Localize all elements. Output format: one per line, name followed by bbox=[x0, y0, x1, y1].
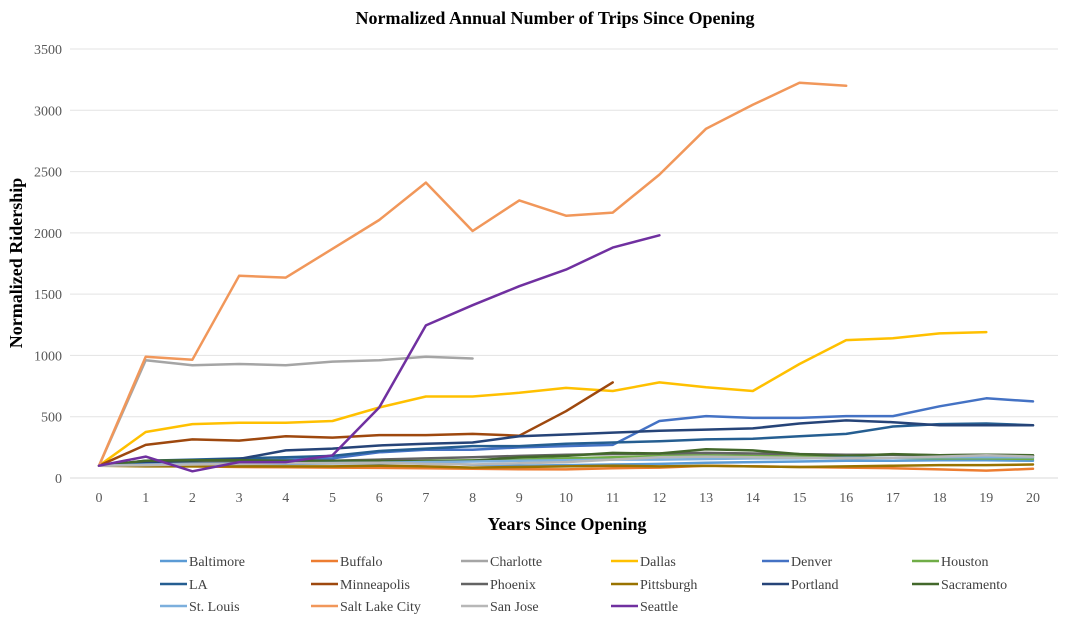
legend-label: Portland bbox=[791, 578, 838, 593]
legend-item: Baltimore bbox=[160, 555, 245, 570]
series-line-charlotte bbox=[97, 355, 474, 467]
legend-label: Seattle bbox=[640, 600, 678, 615]
x-tick-label: 1 bbox=[142, 491, 149, 506]
x-tick-label: 15 bbox=[793, 491, 807, 506]
legend-label: Buffalo bbox=[340, 555, 383, 570]
x-tick-label: 18 bbox=[933, 491, 947, 506]
legend-label: Phoenix bbox=[490, 578, 536, 593]
series-line-seattle bbox=[97, 234, 661, 473]
chart-title: Normalized Annual Number of Trips Since … bbox=[355, 8, 754, 28]
series-line-pittsburgh bbox=[97, 463, 1035, 469]
y-tick-label: 0 bbox=[55, 472, 62, 487]
legend-label: Charlotte bbox=[490, 555, 542, 570]
y-tick-label: 500 bbox=[41, 411, 62, 426]
legend-item: Charlotte bbox=[461, 555, 542, 570]
y-tick-label: 3000 bbox=[34, 104, 62, 119]
y-axis-ticks: 0 500 1000 1500 2000 2500 3000 3500 bbox=[34, 43, 62, 487]
x-tick-label: 8 bbox=[469, 491, 476, 506]
gridlines bbox=[70, 48, 1058, 479]
series-line-salt-lake-city bbox=[97, 81, 848, 467]
legend-item: Seattle bbox=[611, 600, 678, 615]
legend-label: LA bbox=[189, 578, 209, 593]
x-axis-ticks: 0 1 2 3 4 5 6 7 8 9 10 11 12 13 14 15 16 17 18 19 20 bbox=[96, 491, 1041, 506]
legend-item: Denver bbox=[762, 555, 833, 570]
legend-label: Denver bbox=[791, 555, 833, 570]
y-tick-label: 3500 bbox=[34, 43, 62, 58]
legend-item: Sacramento bbox=[912, 578, 1007, 593]
series-line-la bbox=[97, 422, 1035, 467]
x-tick-label: 13 bbox=[699, 491, 713, 506]
legend-label: San Jose bbox=[490, 600, 539, 615]
y-tick-label: 1000 bbox=[34, 349, 62, 364]
y-axis-title: Normalized Ridership bbox=[6, 178, 26, 349]
legend-label: Minneapolis bbox=[340, 578, 410, 593]
x-tick-label: 20 bbox=[1026, 491, 1040, 506]
legend-label: Salt Lake City bbox=[340, 600, 421, 615]
series-line-portland bbox=[97, 419, 1035, 467]
y-tick-label: 1500 bbox=[34, 288, 62, 303]
series-line-dallas bbox=[97, 330, 988, 467]
x-tick-label: 7 bbox=[422, 491, 429, 506]
legend-label: Dallas bbox=[640, 555, 676, 570]
legend-item: Houston bbox=[912, 555, 988, 570]
legend-item: San Jose bbox=[461, 600, 539, 615]
y-tick-label: 2500 bbox=[34, 166, 62, 181]
y-tick-label: 2000 bbox=[34, 227, 62, 242]
legend-label: Houston bbox=[941, 555, 988, 570]
legend-label: Baltimore bbox=[189, 555, 245, 570]
x-tick-label: 17 bbox=[886, 491, 900, 506]
x-axis-title: Years Since Opening bbox=[487, 514, 646, 534]
x-tick-label: 9 bbox=[516, 491, 523, 506]
legend-item: Salt Lake City bbox=[311, 600, 421, 615]
x-tick-label: 10 bbox=[559, 491, 573, 506]
legend: Baltimore Buffalo Charlotte Dallas Denver Hou… bbox=[160, 555, 1007, 615]
legend-label: Sacramento bbox=[941, 578, 1007, 593]
legend-item: Dallas bbox=[611, 555, 676, 570]
x-tick-label: 0 bbox=[96, 491, 103, 506]
legend-label: Pittsburgh bbox=[640, 578, 697, 593]
x-tick-label: 11 bbox=[606, 491, 619, 506]
x-tick-label: 16 bbox=[839, 491, 853, 506]
legend-item: Phoenix bbox=[461, 578, 536, 593]
series-lines bbox=[97, 81, 1035, 473]
x-tick-label: 12 bbox=[652, 491, 666, 506]
series-line-san-jose bbox=[97, 454, 1035, 467]
x-tick-label: 14 bbox=[746, 491, 760, 506]
legend-item: Minneapolis bbox=[311, 578, 410, 593]
x-tick-label: 6 bbox=[376, 491, 383, 506]
x-tick-label: 2 bbox=[189, 491, 196, 506]
legend-item: Pittsburgh bbox=[611, 578, 697, 593]
legend-label: St. Louis bbox=[189, 600, 240, 615]
series-line-sacramento bbox=[97, 447, 1035, 467]
x-tick-label: 19 bbox=[979, 491, 993, 506]
legend-item: St. Louis bbox=[160, 600, 240, 615]
x-tick-label: 5 bbox=[329, 491, 336, 506]
x-tick-label: 3 bbox=[236, 491, 243, 506]
legend-item: LA bbox=[160, 578, 209, 593]
x-tick-label: 4 bbox=[282, 491, 289, 506]
legend-item: Portland bbox=[762, 578, 838, 593]
legend-item: Buffalo bbox=[311, 555, 383, 570]
series-line-minneapolis bbox=[97, 381, 614, 467]
